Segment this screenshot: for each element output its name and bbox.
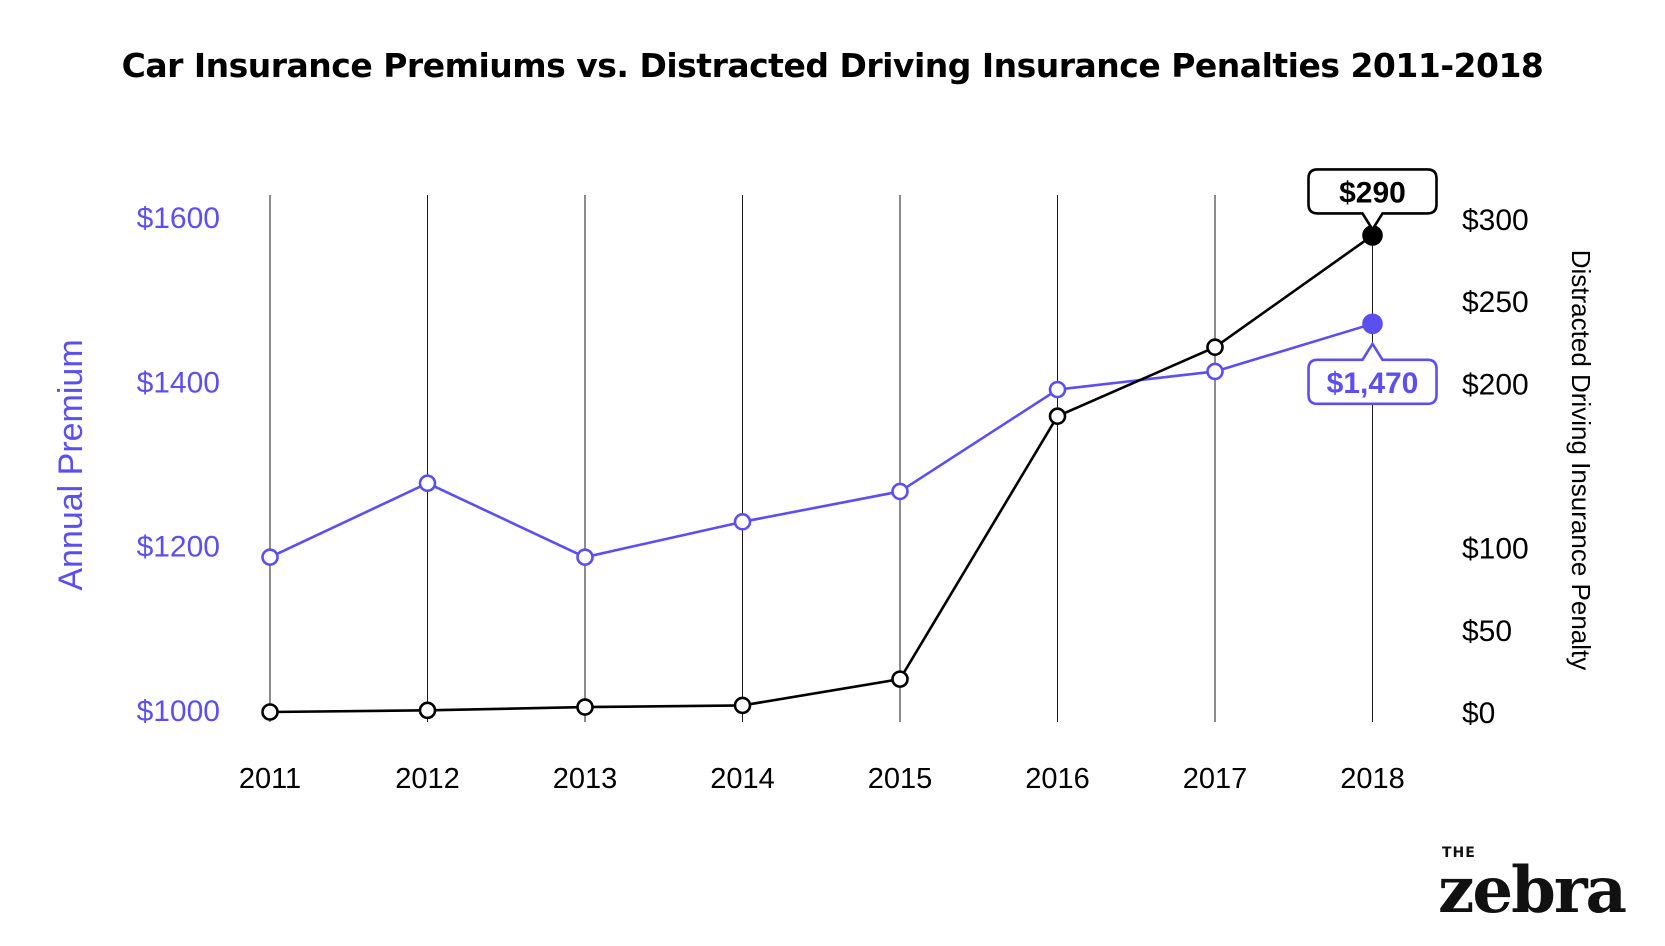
penalty-point: [576, 698, 594, 716]
brand-name: zebra: [1438, 853, 1627, 928]
left-tick-label: $1000: [137, 695, 220, 728]
callout-label: $290: [1339, 176, 1406, 209]
right-axis-label: Distracted Driving Insurance Penalty: [1566, 250, 1596, 671]
premium-point: [891, 482, 909, 501]
right-tick-label: $50: [1462, 615, 1512, 648]
premium-point: [1206, 362, 1224, 381]
right-tick-label: $300: [1462, 204, 1529, 237]
callout-box: [1307, 341, 1438, 406]
brand-the: THE: [1442, 845, 1476, 861]
x-tick-label: 2015: [868, 763, 933, 795]
penalty-point: [261, 703, 279, 721]
left-axis-label: Annual Premium: [52, 339, 90, 590]
penalty-callout: $290: [1307, 168, 1438, 232]
grid-lines: [269, 195, 1373, 722]
right-tick-label: $200: [1462, 368, 1529, 401]
premium-point: [261, 548, 279, 566]
penalty-point: [733, 696, 752, 715]
callout-label: $1,470: [1327, 367, 1419, 400]
right-tick-label: $250: [1462, 286, 1529, 319]
right-axis: $0 $50 $100 $200 $250 $300 Distracted Driving …: [1462, 204, 1596, 730]
x-axis: 2011 2012 2013 2014 2015 2016 2017 2018: [239, 763, 1405, 795]
penalty-point: [891, 670, 909, 688]
premium-callout: $1,470: [1307, 341, 1438, 406]
callout-box: [1307, 168, 1438, 232]
premium-line: [269, 322, 1373, 559]
premium-point: [733, 513, 752, 531]
penalty-point: [1048, 407, 1067, 426]
x-tick-label: 2017: [1183, 763, 1248, 795]
right-tick-label: $100: [1462, 533, 1529, 566]
premium-point: [418, 474, 437, 493]
penalty-point: [418, 701, 437, 720]
left-tick-label: $1400: [137, 366, 220, 399]
x-tick-label: 2013: [553, 763, 618, 795]
premium-point: [576, 548, 594, 566]
left-axis: $1000 $1200 $1400 $1600 Annual Premium: [52, 202, 220, 728]
left-tick-label: $1200: [137, 531, 220, 564]
x-tick-label: 2014: [710, 763, 775, 795]
x-tick-label: 2016: [1025, 763, 1090, 795]
penalty-line: [269, 234, 1374, 714]
series-layer: [261, 225, 1383, 721]
callout-layer: $290 $1,470: [1307, 168, 1438, 406]
premium-point: [1048, 380, 1067, 399]
right-tick-label: $0: [1462, 697, 1495, 730]
chart-title: Car Insurance Premiums vs. Distracted Dr…: [121, 46, 1544, 85]
left-tick-label: $1600: [137, 202, 220, 235]
brand-logo: THE zebra: [1438, 845, 1642, 935]
penalty-point: [1206, 338, 1224, 356]
x-tick-label: 2011: [239, 763, 301, 795]
x-tick-label: 2018: [1340, 763, 1405, 795]
x-tick-label: 2012: [395, 763, 460, 795]
premium-point: [1362, 313, 1383, 335]
